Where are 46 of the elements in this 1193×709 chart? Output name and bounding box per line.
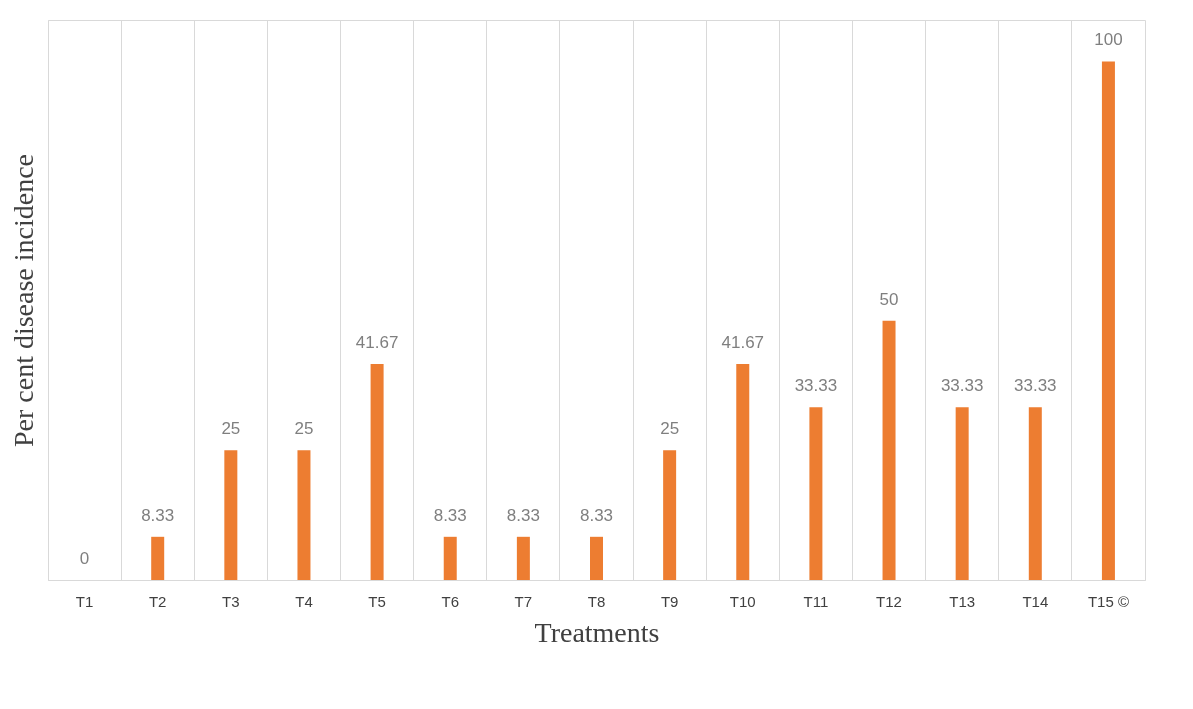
data-label: 0 bbox=[79, 549, 90, 568]
x-tick-label: T11 bbox=[803, 592, 829, 610]
bar bbox=[224, 450, 238, 580]
x-tick-label: T9 bbox=[660, 592, 679, 610]
x-tick-label: T5 bbox=[368, 592, 386, 610]
x-tick-label: T3 bbox=[222, 592, 240, 610]
data-label: 41.67 bbox=[721, 332, 765, 352]
x-axis-title: Treatments bbox=[534, 616, 660, 648]
x-tick-label: T10 bbox=[729, 592, 756, 610]
bar bbox=[443, 536, 457, 580]
bar bbox=[297, 450, 311, 580]
x-tick-label: T13 bbox=[949, 592, 976, 610]
x-tick-label: T1 bbox=[75, 592, 94, 610]
bar bbox=[809, 407, 823, 580]
data-label: 25 bbox=[660, 419, 680, 439]
bar bbox=[955, 407, 969, 580]
bar bbox=[370, 363, 384, 580]
x-tick-label: T6 bbox=[441, 592, 459, 610]
y-axis-title: Per cent disease incidence bbox=[7, 153, 39, 448]
x-tick-label: T8 bbox=[587, 592, 606, 610]
data-label: 33.33 bbox=[1014, 376, 1057, 396]
data-label: 33.33 bbox=[794, 376, 838, 396]
bar bbox=[590, 536, 603, 580]
data-label: 8.33 bbox=[141, 505, 175, 525]
x-tick-label: T12 bbox=[876, 592, 902, 610]
x-tick-label: T7 bbox=[514, 592, 533, 610]
x-tick-label: T14 bbox=[1022, 592, 1049, 610]
data-label: 50 bbox=[879, 289, 899, 309]
x-tick-label: T2 bbox=[148, 592, 167, 610]
data-label: 100 bbox=[1094, 30, 1123, 50]
bar bbox=[516, 536, 530, 580]
bar bbox=[1101, 61, 1115, 580]
bar bbox=[882, 320, 896, 580]
x-tick-label: T4 bbox=[295, 592, 313, 610]
data-label: 41.67 bbox=[355, 332, 399, 352]
bar bbox=[1028, 407, 1042, 580]
data-label: 25 bbox=[221, 419, 241, 439]
bar bbox=[736, 363, 750, 580]
data-label: 25 bbox=[294, 419, 314, 439]
data-label: 8.33 bbox=[433, 505, 467, 525]
data-label: 33.33 bbox=[940, 376, 984, 396]
x-tick-label: T15 © bbox=[1087, 592, 1129, 610]
bar bbox=[663, 450, 677, 580]
data-label: 8.33 bbox=[579, 505, 614, 525]
bar bbox=[151, 536, 165, 580]
data-label: 8.33 bbox=[506, 505, 540, 525]
